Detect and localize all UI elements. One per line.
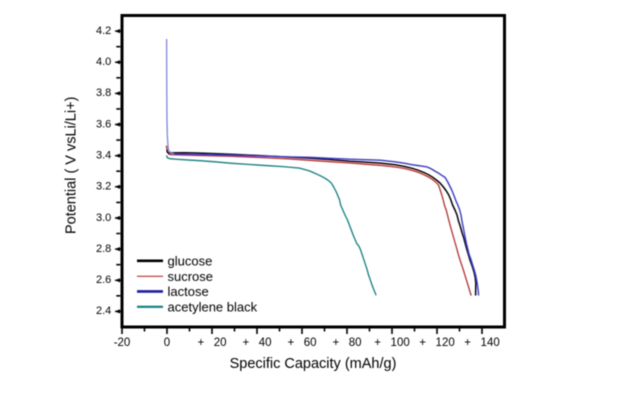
svg-text:+ 40: + 40 <box>242 337 271 349</box>
svg-text:3.4: 3.4 <box>96 150 111 162</box>
svg-text:0: 0 <box>164 337 170 349</box>
svg-text:4.2: 4.2 <box>96 25 111 37</box>
svg-text:glucose: glucose <box>168 254 213 269</box>
svg-text:sucrose: sucrose <box>168 269 214 284</box>
svg-text:+ 80: + 80 <box>332 337 361 349</box>
svg-text:4.0: 4.0 <box>96 56 111 68</box>
svg-text:+ 120: + 120 <box>419 337 455 349</box>
svg-text:3.6: 3.6 <box>96 118 111 130</box>
svg-text:3.2: 3.2 <box>96 181 111 193</box>
svg-text:2.6: 2.6 <box>96 274 111 286</box>
svg-text:+ 140: + 140 <box>464 337 500 349</box>
svg-text:Specific Capacity (mAh/g): Specific Capacity (mAh/g) <box>230 356 397 372</box>
svg-text:+ 20: + 20 <box>197 337 226 349</box>
svg-text:Potential ( V vsLi/Li+): Potential ( V vsLi/Li+) <box>64 97 80 234</box>
svg-text:lactose: lactose <box>168 284 209 299</box>
svg-text:+ 60: + 60 <box>287 337 316 349</box>
svg-text:acetylene black: acetylene black <box>168 300 258 315</box>
svg-text:-20: -20 <box>114 337 131 349</box>
svg-text:2.8: 2.8 <box>96 243 111 255</box>
svg-text:3.8: 3.8 <box>96 87 111 99</box>
svg-text:2.4: 2.4 <box>96 305 111 317</box>
svg-text:+ 100: + 100 <box>374 337 410 349</box>
svg-text:3.0: 3.0 <box>96 212 111 224</box>
